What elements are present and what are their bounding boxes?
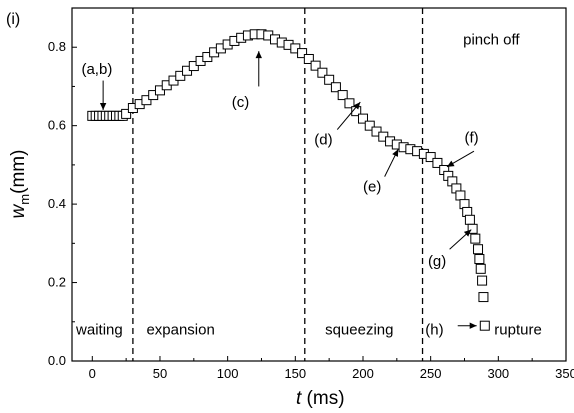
data-point — [364, 120, 375, 131]
data-point — [478, 292, 489, 303]
y-axis-var: w — [8, 203, 29, 218]
data-point — [475, 263, 486, 274]
x-axis-var: t — [296, 388, 302, 409]
annotation-label: (g) — [428, 253, 446, 270]
data-point — [324, 74, 335, 85]
data-point — [188, 61, 199, 72]
annotation-label: (d) — [314, 131, 332, 148]
x-tick-label: 50 — [153, 366, 167, 381]
annotation-label: (e) — [363, 178, 381, 195]
panel-label: (i) — [6, 11, 20, 28]
annotation-label: (c) — [232, 94, 250, 111]
data-point — [425, 152, 436, 163]
phase-label: rupture — [494, 322, 542, 339]
data-point — [303, 53, 314, 64]
annotation-arrowhead — [255, 51, 262, 59]
data-point — [317, 67, 328, 78]
annotation-arrowhead — [469, 322, 477, 329]
data-point — [470, 233, 481, 244]
y-tick-label: 0.2 — [48, 275, 66, 290]
data-point — [455, 190, 466, 201]
x-axis-title: t (ms) — [296, 388, 345, 409]
phase-label: waiting — [75, 322, 123, 339]
x-tick-label: 150 — [284, 366, 306, 381]
data-point — [175, 70, 186, 81]
annotation-arrowhead — [392, 149, 399, 157]
data-point — [141, 95, 152, 106]
data-point — [297, 48, 308, 59]
plot-frame — [71, 7, 567, 362]
data-point — [464, 214, 475, 225]
y-tick-label: 0.8 — [48, 39, 66, 54]
data-point — [310, 60, 321, 71]
x-tick-label: 200 — [352, 366, 374, 381]
data-point — [479, 320, 490, 331]
annotation-arrowhead — [446, 160, 455, 167]
annotation-label: (h) — [425, 322, 443, 339]
x-axis-unit: (ms) — [301, 388, 344, 409]
phase-label: pinch off — [463, 31, 520, 48]
y-tick-label: 0.0 — [48, 353, 66, 368]
data-point — [371, 126, 382, 137]
annotation-arrowhead — [99, 102, 107, 110]
annotation-arrowhead — [353, 102, 361, 110]
y-axis-sub: m — [17, 194, 32, 205]
x-tick-label: 250 — [420, 366, 442, 381]
data-point — [474, 254, 485, 265]
data-point — [477, 275, 488, 286]
phase-label: expansion — [146, 322, 214, 339]
y-tick-label: 0.4 — [48, 196, 66, 211]
data-point — [154, 85, 165, 96]
annotation-label: (f) — [464, 129, 478, 146]
data-point — [357, 113, 368, 124]
data-point — [337, 90, 348, 101]
data-point — [330, 82, 341, 93]
data-point — [121, 108, 132, 119]
y-axis-unit: (mm) — [8, 150, 29, 194]
y-tick-label: 0.6 — [48, 118, 66, 133]
data-point — [344, 98, 355, 109]
x-tick-label: 350 — [555, 366, 574, 381]
x-tick-label: 0 — [89, 366, 96, 381]
x-tick-label: 300 — [487, 366, 509, 381]
annotation-arrowhead — [463, 229, 472, 237]
data-point — [467, 223, 478, 234]
y-axis-title: wm(mm) — [8, 150, 32, 219]
phase-label: squeezing — [325, 322, 393, 339]
data-point — [473, 244, 484, 255]
x-tick-label: 100 — [217, 366, 239, 381]
annotation-label: (a,b) — [81, 61, 112, 78]
data-point — [432, 157, 443, 168]
